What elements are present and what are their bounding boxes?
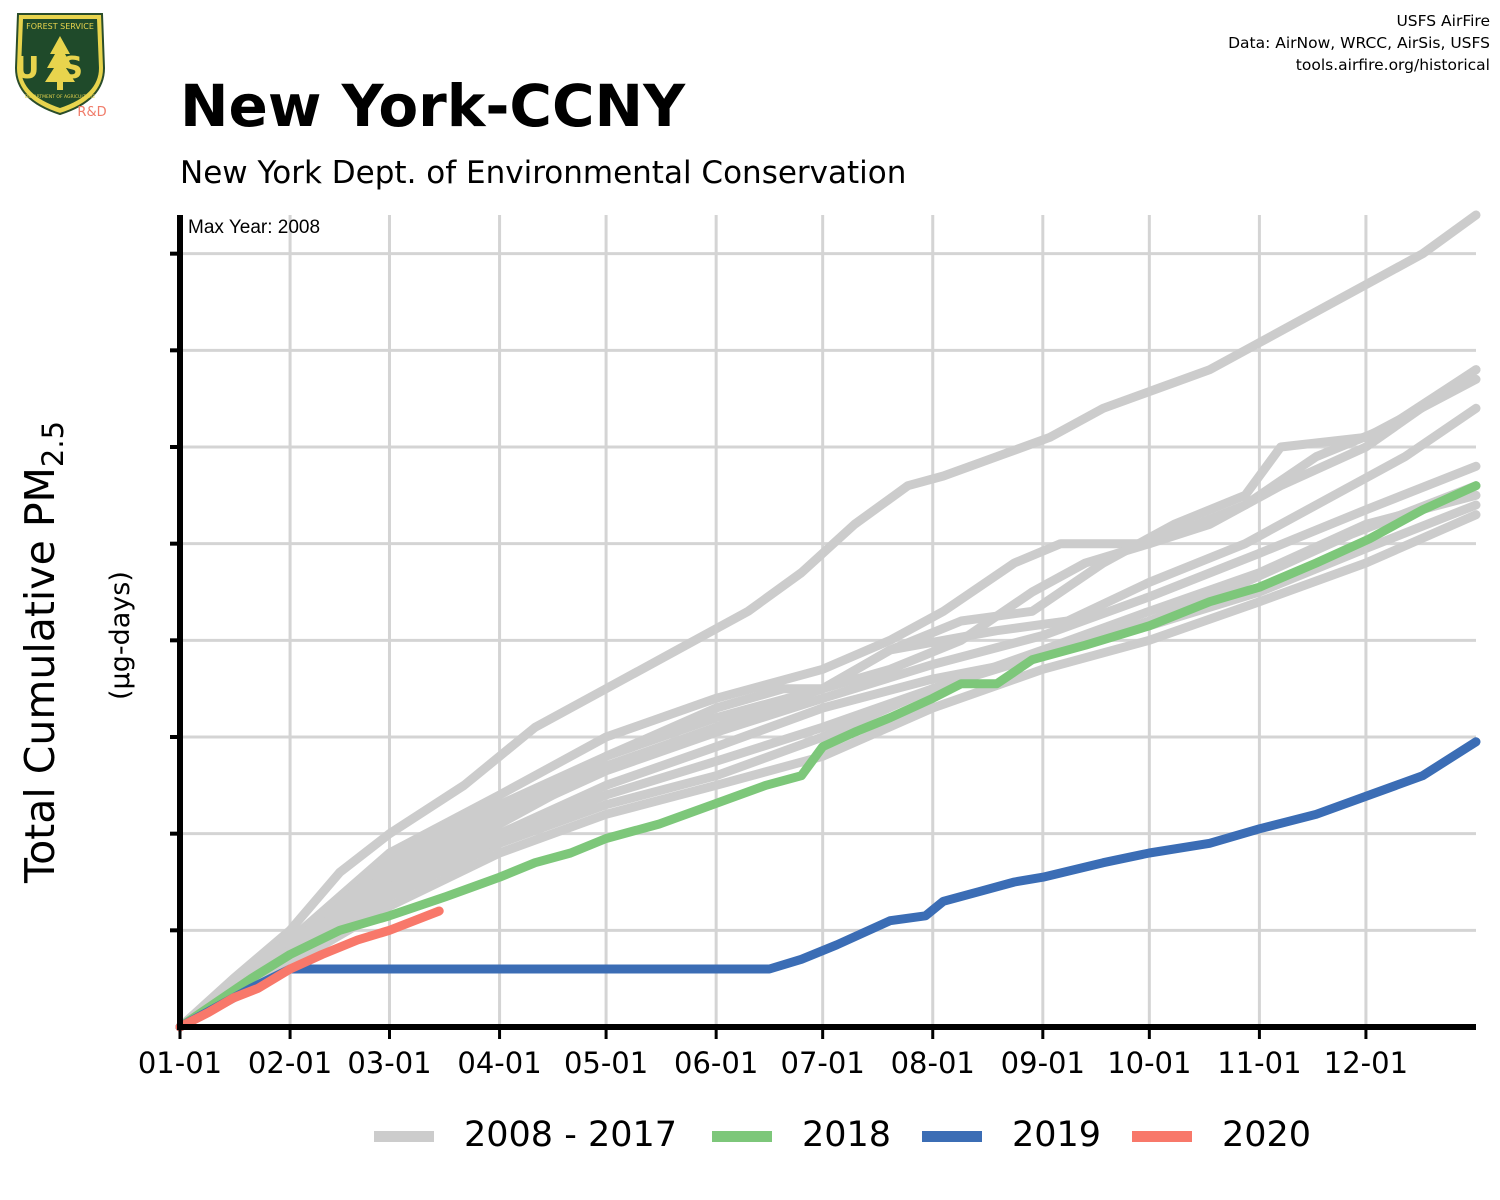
legend: 2008 - 2017 2018 2019 2020 bbox=[0, 1112, 1500, 1162]
credits: USFS AirFire Data: AirNow, WRCC, AirSis,… bbox=[1228, 10, 1490, 76]
series-line-2008-2017 bbox=[175, 210, 1481, 1032]
legend-label: 2008 - 2017 bbox=[464, 1115, 678, 1155]
legend-swatch bbox=[922, 1131, 982, 1142]
forest-service-logo: FOREST SERVICE US DEPARTMENT OF AGRICULT… bbox=[8, 8, 112, 120]
x-tick-label: 01-01 bbox=[138, 1046, 222, 1080]
axes: 01-01 02-01 03-01 04-01 05-01 06-01 07-01 08-01… bbox=[138, 215, 1476, 1080]
x-tick-label: 05-01 bbox=[564, 1046, 648, 1080]
x-tick-label: 08-01 bbox=[891, 1046, 975, 1080]
x-tick-label: 07-01 bbox=[781, 1046, 865, 1080]
x-tick-label: 11-01 bbox=[1217, 1046, 1301, 1080]
logo-shield-text: US bbox=[15, 51, 105, 86]
legend-swatch bbox=[374, 1131, 434, 1142]
credit-line: Data: AirNow, WRCC, AirSis, USFS bbox=[1228, 34, 1490, 52]
logo-top-text: FOREST SERVICE bbox=[26, 22, 94, 31]
legend-label: 2020 bbox=[1222, 1115, 1312, 1155]
series-line-2008-2017 bbox=[175, 365, 1481, 1032]
logo-bottom-text: DEPARTMENT OF AGRICULTURE bbox=[25, 94, 96, 100]
series-line-2018 bbox=[175, 481, 1481, 1032]
series-line-2020 bbox=[175, 906, 444, 1032]
x-tick-label: 12-01 bbox=[1324, 1046, 1408, 1080]
credit-line: tools.airfire.org/historical bbox=[1295, 56, 1490, 74]
x-tick-label: 02-01 bbox=[248, 1046, 332, 1080]
logo-badge-text: R&D bbox=[77, 105, 106, 120]
x-tick-label: 03-01 bbox=[347, 1046, 431, 1080]
series-line-2008-2017 bbox=[175, 461, 1481, 1032]
chart-subtitle: New York Dept. of Environmental Conserva… bbox=[180, 155, 907, 191]
x-tick-label: 09-01 bbox=[1001, 1046, 1085, 1080]
chart-title: New York-CCNY bbox=[180, 72, 686, 140]
legend-swatch bbox=[1132, 1131, 1192, 1142]
max-year-annotation: Max Year: 2008 bbox=[188, 217, 320, 238]
legend-label: 2019 bbox=[1012, 1115, 1102, 1155]
legend-label: 2018 bbox=[802, 1115, 892, 1155]
legend-swatch bbox=[712, 1131, 772, 1142]
credit-line: USFS AirFire bbox=[1396, 12, 1490, 30]
x-tick-label: 04-01 bbox=[457, 1046, 541, 1080]
x-tick-label: 06-01 bbox=[674, 1046, 758, 1080]
series-layer bbox=[175, 210, 1481, 1032]
x-tick-label: 10-01 bbox=[1107, 1046, 1191, 1080]
series-line-2008-2017 bbox=[175, 510, 1481, 1032]
